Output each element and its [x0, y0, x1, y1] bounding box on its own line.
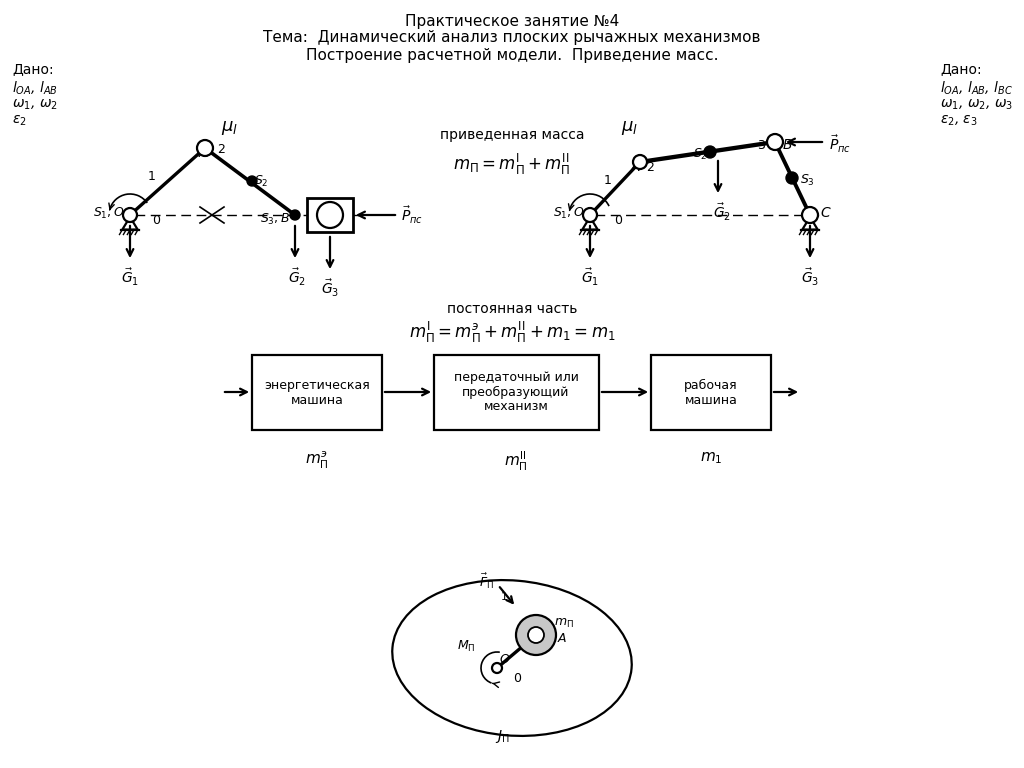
Text: $\vec{G}_1$: $\vec{G}_1$ [581, 267, 599, 288]
Text: 1: 1 [501, 592, 508, 602]
Circle shape [528, 627, 544, 643]
Text: $\varepsilon_2$, $\varepsilon_3$: $\varepsilon_2$, $\varepsilon_3$ [940, 114, 978, 128]
Circle shape [786, 172, 798, 184]
Text: $\omega_1$, $\omega_2$: $\omega_1$, $\omega_2$ [12, 98, 58, 112]
Text: $\vec{P}_{пс}$: $\vec{P}_{пс}$ [829, 134, 851, 154]
Text: $S_2$: $S_2$ [254, 174, 268, 189]
Circle shape [802, 207, 818, 223]
Circle shape [767, 134, 783, 150]
Text: $\vec{P}_{пс}$: $\vec{P}_{пс}$ [401, 204, 423, 226]
Text: энергетическая: энергетическая [264, 379, 370, 392]
Text: приведенная масса: приведенная масса [439, 128, 585, 142]
Circle shape [317, 202, 343, 228]
Text: 2: 2 [646, 161, 654, 174]
Circle shape [290, 210, 300, 220]
Text: $S_3$: $S_3$ [800, 173, 815, 187]
Text: C: C [820, 206, 829, 220]
Circle shape [247, 176, 257, 186]
Text: O: O [500, 653, 510, 666]
Text: машина: машина [291, 393, 343, 406]
Text: Дано:: Дано: [12, 62, 53, 76]
Text: Тема:  Динамический анализ плоских рычажных механизмов: Тема: Динамический анализ плоских рычажн… [263, 30, 761, 45]
Text: $M_{\Pi}$: $M_{\Pi}$ [457, 638, 475, 654]
Text: передаточный или: передаточный или [454, 372, 579, 385]
Ellipse shape [392, 580, 632, 736]
Text: $J_{\Pi}$: $J_{\Pi}$ [495, 728, 509, 745]
Text: $l_{OA}$, $l_{AB}$: $l_{OA}$, $l_{AB}$ [12, 80, 58, 98]
Text: $m_{\Pi} = m_{\Pi}^{\rm I} + m_{\Pi}^{\rm II}$: $m_{\Pi} = m_{\Pi}^{\rm I} + m_{\Pi}^{\r… [454, 152, 570, 177]
Text: $l_{OA}$, $l_{AB}$, $l_{BC}$: $l_{OA}$, $l_{AB}$, $l_{BC}$ [940, 80, 1013, 98]
Bar [307, 198, 353, 232]
Text: $m_{\Pi}$: $m_{\Pi}$ [554, 617, 573, 630]
Text: Дано:: Дано: [940, 62, 982, 76]
Text: постоянная часть: постоянная часть [446, 302, 578, 316]
Circle shape [705, 146, 716, 158]
Text: 0: 0 [513, 671, 521, 684]
Text: 3: 3 [305, 214, 313, 227]
Circle shape [633, 155, 647, 169]
Text: $m_1$: $m_1$ [699, 450, 722, 465]
Text: 0: 0 [152, 214, 160, 227]
Text: B: B [783, 138, 793, 152]
Text: рабочая: рабочая [684, 379, 738, 392]
Text: 2: 2 [217, 143, 225, 156]
Text: преобразующий: преобразующий [462, 386, 569, 399]
Text: машина: машина [685, 393, 737, 406]
Circle shape [123, 208, 137, 222]
Circle shape [492, 663, 502, 673]
Text: $\vec{G}_2$: $\vec{G}_2$ [288, 267, 306, 288]
Text: $\mu_l$: $\mu_l$ [622, 119, 639, 137]
Text: $m_{\Pi}^{\rm I} = m_{\Pi}^{\mathit{э}} + m_{\Pi}^{\rm II} + m_1 = m_1$: $m_{\Pi}^{\rm I} = m_{\Pi}^{\mathit{э}} … [409, 320, 615, 345]
Text: $S_1, O$: $S_1, O$ [93, 206, 125, 220]
Text: $\mu_l$: $\mu_l$ [221, 119, 239, 137]
Text: A: A [199, 146, 208, 160]
Bar [651, 355, 771, 430]
Text: $\vec{G}_2$: $\vec{G}_2$ [713, 202, 731, 223]
Text: $\vec{G}_3$: $\vec{G}_3$ [321, 278, 339, 299]
Text: A: A [630, 160, 640, 174]
Text: 1: 1 [604, 174, 612, 187]
Text: A: A [558, 631, 566, 644]
Text: Практическое занятие №4: Практическое занятие №4 [404, 14, 620, 29]
Text: $m_{\Pi}^{\mathit{э}}$: $m_{\Pi}^{\mathit{э}}$ [305, 450, 329, 471]
Bar [434, 355, 599, 430]
Bar [252, 355, 382, 430]
Text: $S_3, B$: $S_3, B$ [260, 212, 290, 227]
Text: механизм: механизм [483, 399, 549, 412]
Text: $S_2$: $S_2$ [693, 147, 708, 162]
Circle shape [583, 208, 597, 222]
Text: $m_{\Pi}^{\rm II}$: $m_{\Pi}^{\rm II}$ [504, 450, 527, 473]
Circle shape [516, 615, 556, 655]
Text: Построение расчетной модели.  Приведение масс.: Построение расчетной модели. Приведение … [306, 48, 718, 63]
Text: 1: 1 [148, 170, 156, 184]
Text: 0: 0 [614, 214, 622, 227]
Text: $\vec{G}_1$: $\vec{G}_1$ [121, 267, 139, 288]
Circle shape [197, 140, 213, 156]
Text: 3: 3 [757, 139, 765, 152]
Text: $\varepsilon_2$: $\varepsilon_2$ [12, 114, 27, 128]
Text: $\vec{F}_{\Pi}$: $\vec{F}_{\Pi}$ [479, 571, 494, 591]
Text: $\omega_1$, $\omega_2$, $\omega_3$: $\omega_1$, $\omega_2$, $\omega_3$ [940, 98, 1013, 112]
Text: $\vec{G}_3$: $\vec{G}_3$ [801, 267, 819, 288]
Text: $S_1, O$: $S_1, O$ [553, 206, 585, 220]
